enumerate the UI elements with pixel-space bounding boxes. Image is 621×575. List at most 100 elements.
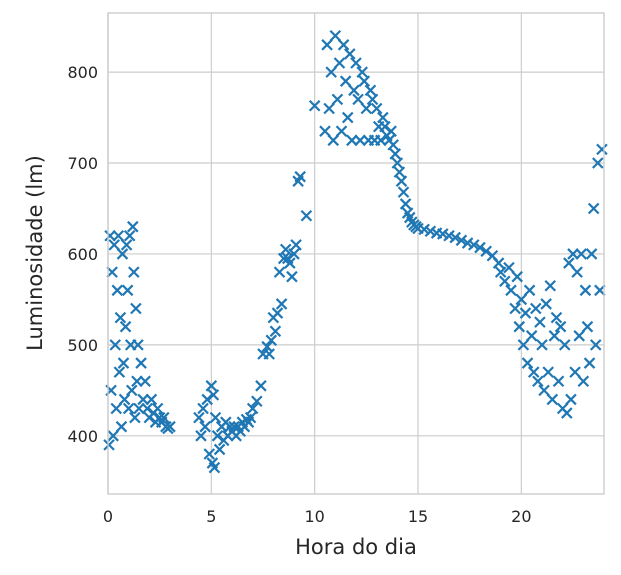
scatter-point bbox=[585, 248, 598, 260]
scatter-point bbox=[399, 198, 412, 210]
scatter-point bbox=[118, 393, 131, 406]
scatter-point bbox=[561, 407, 573, 419]
scatter-point bbox=[527, 366, 540, 378]
scatter-point bbox=[193, 411, 205, 424]
scatter-point bbox=[474, 241, 486, 254]
scatter-point bbox=[385, 125, 397, 137]
scatter-point bbox=[554, 320, 567, 333]
scatter-point bbox=[271, 307, 284, 319]
scatter-point bbox=[199, 420, 211, 433]
scatter-point bbox=[319, 125, 331, 137]
x-axis-label: Hora do dia bbox=[295, 535, 417, 559]
scatter-point bbox=[131, 375, 143, 388]
scatter-point bbox=[158, 411, 170, 424]
scatter-point bbox=[109, 339, 122, 351]
scatter-point bbox=[517, 339, 530, 351]
scatter-point bbox=[128, 266, 140, 278]
scatter-point bbox=[511, 270, 523, 283]
scatter-point bbox=[290, 239, 302, 251]
scatter-point bbox=[375, 134, 387, 147]
scatter-point bbox=[352, 93, 364, 106]
scatter-point bbox=[279, 243, 292, 256]
scatter-point bbox=[387, 139, 399, 151]
scatter-point bbox=[265, 334, 278, 347]
scatter-point bbox=[513, 320, 526, 333]
scatter-point bbox=[552, 375, 565, 388]
scatter-point bbox=[151, 402, 164, 415]
scatter-point bbox=[108, 239, 120, 251]
scatter-point bbox=[509, 302, 521, 315]
scatter-point bbox=[565, 393, 577, 406]
scatter-point bbox=[110, 402, 123, 415]
scatter-point bbox=[360, 102, 373, 115]
scatter-point bbox=[114, 311, 127, 324]
scatter-point bbox=[449, 231, 461, 244]
scatter-point bbox=[389, 148, 402, 160]
scatter-point bbox=[550, 311, 563, 324]
scatter-point bbox=[505, 284, 517, 297]
scatter-point bbox=[532, 375, 544, 388]
scatter-point bbox=[391, 157, 404, 169]
scatter-point bbox=[286, 270, 298, 283]
scatter-point bbox=[106, 266, 118, 278]
scatter-point bbox=[203, 448, 216, 460]
scatter-point bbox=[115, 420, 128, 433]
y-axis-label: Luminosidade (lm) bbox=[23, 155, 47, 351]
scatter-point bbox=[579, 284, 592, 297]
scatter-point bbox=[121, 284, 134, 297]
y-axis-ticks: 400 500 600 700 800 bbox=[67, 63, 98, 446]
scatter-point bbox=[530, 302, 542, 315]
scatter-point bbox=[277, 252, 290, 265]
scatter-point bbox=[133, 402, 145, 415]
scatter-point bbox=[337, 39, 350, 51]
scatter-points bbox=[103, 29, 608, 474]
scatter-point bbox=[583, 357, 596, 369]
y-tick-label: 600 bbox=[67, 245, 98, 264]
scatter-point bbox=[275, 298, 288, 310]
x-tick-label: 20 bbox=[511, 507, 531, 526]
scatter-point bbox=[546, 393, 559, 406]
scatter-point bbox=[321, 39, 333, 51]
scatter-point bbox=[523, 284, 536, 297]
y-tick-label: 400 bbox=[67, 427, 98, 446]
scatter-point bbox=[300, 209, 313, 222]
scatter-point bbox=[111, 284, 124, 297]
scatter-point bbox=[563, 257, 575, 269]
scatter-point bbox=[132, 339, 144, 351]
scatter-point bbox=[573, 330, 585, 342]
scatter-point bbox=[393, 166, 406, 178]
plot-frame bbox=[107, 12, 605, 495]
scatter-point bbox=[540, 298, 552, 310]
scatter-point bbox=[534, 316, 546, 328]
scatter-point bbox=[348, 84, 360, 97]
scatter-point bbox=[294, 170, 306, 183]
scatter-point bbox=[503, 261, 515, 274]
scatter-point bbox=[379, 120, 391, 133]
scatter-point bbox=[112, 229, 125, 242]
scatter-point bbox=[515, 293, 528, 306]
scatter-point bbox=[596, 143, 608, 156]
scatter-point bbox=[325, 66, 337, 78]
scatter-point bbox=[339, 75, 352, 87]
x-tick-label: 0 bbox=[103, 507, 113, 526]
scatter-point bbox=[548, 330, 561, 342]
scatter-point bbox=[127, 220, 139, 233]
scatter-point bbox=[370, 102, 383, 115]
scatter-point bbox=[468, 239, 480, 251]
scatter-point bbox=[358, 75, 371, 87]
scatter-point bbox=[284, 257, 296, 269]
scatter-point bbox=[244, 411, 257, 424]
scatter-point bbox=[350, 57, 362, 69]
scatter-point bbox=[145, 393, 158, 406]
scatter-point bbox=[587, 202, 600, 215]
scatter-point bbox=[125, 384, 138, 397]
scatter-point bbox=[395, 175, 408, 187]
scatter-point bbox=[139, 375, 151, 388]
scatter-point bbox=[346, 134, 358, 147]
scatter-point bbox=[377, 111, 389, 124]
scatter-point bbox=[571, 266, 583, 278]
scatter-point bbox=[592, 157, 604, 169]
scatter-point bbox=[119, 320, 132, 333]
scatter-point bbox=[492, 257, 505, 269]
